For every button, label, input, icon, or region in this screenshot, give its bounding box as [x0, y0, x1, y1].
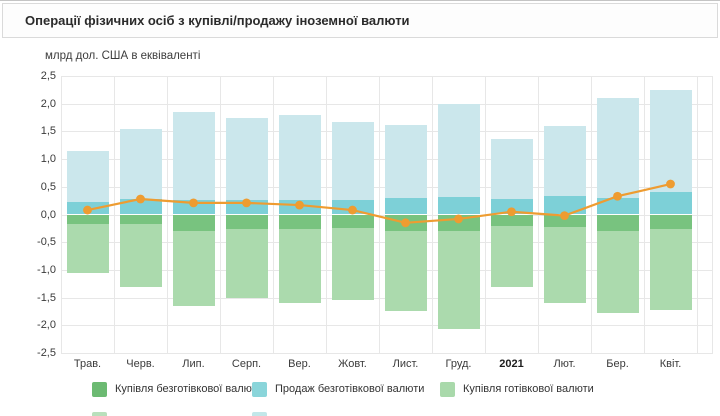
y-tick-label: 0,5 [40, 180, 56, 193]
plot-right-border [712, 76, 713, 353]
balance-point [613, 191, 622, 201]
bar-buy-noncash [490, 214, 533, 226]
x-tick-label: Лют. [553, 358, 576, 370]
legend-label: Купівля безготівкової валюти [115, 383, 263, 395]
balance-point [507, 207, 516, 217]
v-gridline [273, 76, 274, 353]
legend-row2-swatch [92, 412, 107, 416]
legend-swatch [252, 381, 267, 397]
x-tick-label: Вер. [288, 358, 311, 370]
h-gridline [61, 76, 713, 77]
bar-buy-cash [649, 214, 692, 310]
x-tick-label: Трав. [73, 358, 102, 370]
balance-point [454, 214, 463, 224]
y-tick-label: 2,0 [40, 97, 56, 110]
y-tick-label: -1,0 [37, 263, 56, 276]
y-tick-label: -2,5 [37, 347, 56, 359]
h-gridline [61, 325, 713, 327]
balance-point [348, 205, 357, 215]
bar-buy-noncash [331, 214, 374, 229]
legend-swatch [440, 381, 455, 397]
x-tick-label: Лип. [182, 358, 205, 370]
title-card: Операції фізичних осіб з купівлі/продажу… [2, 3, 718, 38]
y-tick-label: 1,5 [40, 125, 56, 138]
bar-sale-noncash [331, 121, 374, 215]
bar-buy-cash [66, 214, 109, 273]
v-gridline [432, 76, 433, 353]
bar-buy-cash [119, 214, 162, 287]
balance-point [136, 194, 145, 204]
x-tick-label: Черв. [126, 358, 155, 370]
bar-buy-noncash [172, 214, 215, 232]
y-tick-label: 1,0 [40, 153, 56, 166]
balance-point [295, 200, 304, 210]
h-gridline [61, 353, 713, 354]
bar-buy-cash [543, 214, 586, 304]
bar-sale-noncash [437, 103, 480, 215]
y-tick-label: 0,0 [40, 208, 56, 221]
bar-sale-noncash [172, 112, 215, 215]
x-tick-label: Серп. [231, 358, 262, 370]
balance-point [666, 179, 675, 189]
bar-teal-band [119, 198, 162, 215]
balance-line [83, 179, 675, 228]
bar-teal-band [437, 196, 480, 215]
bar-buy-noncash [543, 214, 586, 228]
v-gridline [114, 76, 115, 353]
legend-label: Продаж безготівкової валюти [275, 383, 425, 395]
bar-sale-noncash [225, 117, 268, 215]
y-tick-label: -2,0 [37, 319, 56, 332]
bar-buy-noncash [119, 214, 162, 224]
x-tick-label: Жовт. [338, 358, 367, 370]
x-tick-label: Груд. [445, 358, 472, 370]
y-tick-label: -0,5 [37, 236, 56, 249]
h-gridline [61, 103, 713, 105]
bar-teal-band [596, 197, 639, 215]
bar-sale-noncash [278, 114, 321, 215]
balance-point [189, 198, 198, 208]
legend-item: Продаж безготівкової валюти [252, 381, 424, 397]
bar-buy-cash [437, 214, 480, 330]
bar-buy-noncash [649, 214, 692, 230]
v-gridline [591, 76, 592, 353]
axis-units-label: млрд дол. США в еквіваленті [45, 50, 201, 62]
legend-item: Купівля готівкової валюти [440, 381, 594, 397]
x-tick-label: Бер. [606, 358, 629, 370]
plot-area [61, 76, 713, 354]
legend-label: Купівля готівкової валюти [463, 383, 594, 395]
v-gridline [167, 76, 168, 353]
legend-swatch [92, 381, 107, 397]
bar-teal-band [490, 198, 533, 215]
v-gridline [644, 76, 645, 353]
bar-teal-band [543, 196, 586, 215]
balance-point [401, 218, 410, 228]
balance-point [560, 211, 569, 221]
bar-buy-noncash [596, 214, 639, 232]
v-gridline [220, 76, 221, 353]
bar-teal-band [649, 192, 692, 215]
v-gridline [379, 76, 380, 353]
bar-buy-noncash [278, 214, 321, 230]
x-tick-label: Квіт. [659, 358, 682, 370]
v-gridline [697, 76, 698, 353]
balance-point [242, 198, 251, 208]
legend-row2-swatch [252, 412, 267, 416]
bar-buy-noncash [225, 214, 268, 230]
x-tick-label: Лист. [392, 358, 419, 370]
x-tick-label: 2021 [499, 358, 524, 370]
v-gridline [326, 76, 327, 353]
legend-item: Купівля безготівкової валюти [92, 381, 263, 397]
y-tick-label: -1,5 [37, 291, 56, 304]
bar-buy-cash [331, 214, 374, 301]
balance-point [83, 205, 92, 215]
bar-buy-cash [490, 214, 533, 287]
chart-title: Операції фізичних осіб з купівлі/продажу… [25, 13, 410, 28]
v-gridline [61, 76, 62, 353]
bar-buy-noncash [66, 214, 109, 224]
y-tick-label: 2,5 [40, 70, 56, 82]
bar-teal-band [384, 197, 427, 215]
